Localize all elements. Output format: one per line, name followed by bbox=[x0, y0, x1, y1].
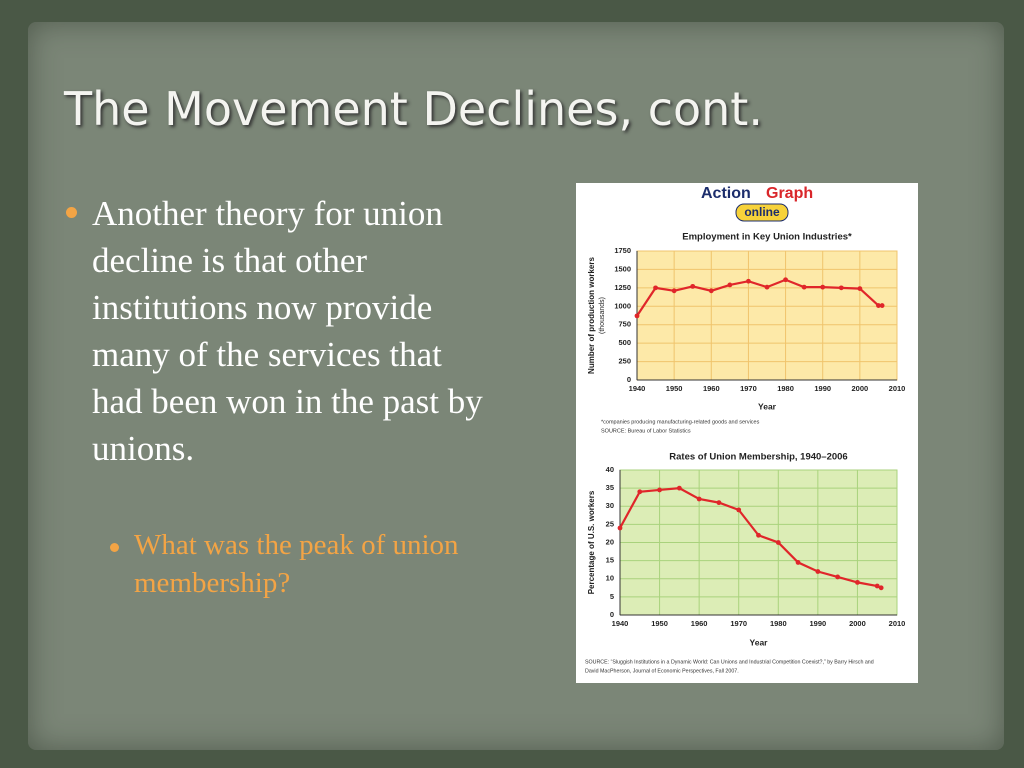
x-tick-label: 1960 bbox=[691, 619, 708, 628]
logo-word: online bbox=[744, 205, 780, 219]
x-tick-label: 2000 bbox=[852, 384, 869, 393]
data-point bbox=[775, 540, 781, 545]
y-tick-label: 5 bbox=[610, 592, 614, 601]
data-point bbox=[736, 507, 742, 513]
x-tick-label: 1940 bbox=[612, 619, 629, 628]
data-point bbox=[756, 532, 761, 538]
bullet-dot bbox=[66, 207, 77, 218]
data-point bbox=[815, 569, 821, 574]
x-tick-label: 1980 bbox=[777, 384, 794, 393]
data-point bbox=[874, 583, 880, 589]
y-tick-label: 500 bbox=[618, 338, 631, 347]
data-point bbox=[835, 574, 841, 580]
data-point bbox=[820, 284, 826, 290]
data-point bbox=[783, 277, 788, 283]
x-axis-label: Year bbox=[750, 637, 769, 647]
data-point bbox=[696, 496, 702, 502]
y-tick-label: 1750 bbox=[614, 246, 631, 255]
data-point bbox=[634, 313, 640, 319]
x-tick-label: 2000 bbox=[849, 619, 866, 628]
data-point bbox=[801, 284, 807, 290]
x-tick-label: 1990 bbox=[814, 384, 831, 393]
y-tick-label: 40 bbox=[606, 465, 614, 474]
x-tick-label: 1990 bbox=[810, 619, 827, 628]
chart-title: Employment in Key Union Industries* bbox=[682, 232, 852, 243]
y-axis-label: (thousands) bbox=[599, 297, 606, 334]
x-tick-label: 1950 bbox=[666, 384, 683, 393]
y-axis-label: Percentage of U.S. workers bbox=[587, 490, 596, 594]
y-tick-label: 30 bbox=[606, 501, 614, 510]
data-point bbox=[690, 283, 696, 289]
y-tick-label: 25 bbox=[606, 519, 614, 528]
data-point bbox=[716, 500, 722, 506]
x-tick-label: 1970 bbox=[730, 619, 747, 628]
note: *companies producing manufacturing-relat… bbox=[601, 419, 760, 425]
y-tick-label: 1000 bbox=[614, 301, 631, 310]
y-tick-label: 250 bbox=[618, 357, 631, 366]
y-tick-label: 0 bbox=[610, 610, 614, 619]
note: SOURCE: Bureau of Labor Statistics bbox=[601, 428, 691, 434]
sub-bullet: What was the peak of union membership? bbox=[134, 529, 459, 599]
data-point bbox=[857, 286, 863, 291]
y-tick-label: 1500 bbox=[614, 264, 631, 273]
data-point bbox=[637, 489, 643, 495]
y-tick-label: 20 bbox=[606, 537, 614, 546]
data-point bbox=[855, 579, 860, 585]
logo-word: Action bbox=[701, 185, 751, 202]
data-point bbox=[653, 285, 658, 291]
chart-title: Rates of Union Membership, 1940–2006 bbox=[669, 452, 847, 463]
data-point bbox=[671, 288, 677, 294]
data-point bbox=[746, 278, 751, 284]
x-tick-label: 1980 bbox=[770, 619, 787, 628]
data-point bbox=[617, 525, 623, 531]
x-tick-label: 2010 bbox=[889, 384, 906, 393]
y-tick-label: 1250 bbox=[614, 283, 631, 292]
slide-title: The Movement Declines, cont. bbox=[64, 82, 763, 136]
data-point bbox=[727, 282, 733, 288]
data-point bbox=[878, 585, 884, 591]
x-axis-label: Year bbox=[758, 401, 777, 411]
x-tick-label: 1960 bbox=[703, 384, 720, 393]
y-tick-label: 10 bbox=[606, 574, 614, 583]
x-tick-label: 1950 bbox=[651, 619, 668, 628]
x-tick-label: 2010 bbox=[889, 619, 906, 628]
y-tick-label: 0 bbox=[627, 375, 631, 384]
bullet-dot bbox=[110, 543, 119, 552]
y-axis-label: Number of production workers bbox=[587, 257, 596, 374]
data-point bbox=[708, 288, 714, 294]
data-point bbox=[764, 284, 770, 290]
x-tick-label: 1940 bbox=[629, 384, 646, 393]
data-point bbox=[838, 285, 844, 291]
data-point bbox=[876, 303, 881, 308]
note: David MacPherson, Journal of Economic Pe… bbox=[585, 668, 739, 674]
data-point bbox=[657, 487, 662, 493]
bullet: Another theory for union decline is that… bbox=[92, 194, 483, 468]
x-tick-label: 1970 bbox=[740, 384, 757, 393]
logo-badge bbox=[735, 203, 789, 222]
plot-area bbox=[636, 250, 898, 381]
logo-word: Graph bbox=[766, 185, 813, 202]
y-tick-label: 35 bbox=[606, 483, 614, 492]
y-tick-label: 15 bbox=[606, 556, 614, 565]
data-point bbox=[795, 560, 801, 565]
y-tick-label: 750 bbox=[618, 320, 631, 329]
data-point bbox=[676, 485, 682, 491]
data-point bbox=[879, 303, 885, 308]
note: SOURCE: “Sluggish Institutions in a Dyna… bbox=[585, 659, 874, 665]
